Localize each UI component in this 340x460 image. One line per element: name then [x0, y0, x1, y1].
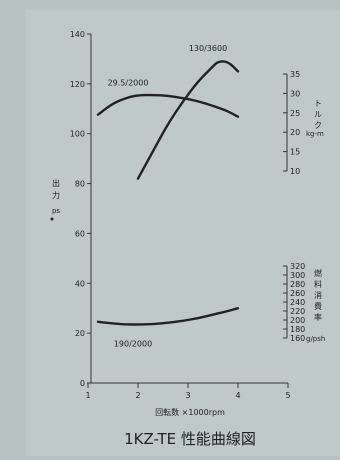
fuel-axis-label-char: 料: [314, 279, 322, 289]
power-tick-label: 120: [70, 80, 85, 89]
torque-curve: [96, 93, 240, 118]
fuel-axis-label-char: 燃: [314, 268, 322, 278]
torque-peak-annotation: 29.5/2000: [108, 78, 149, 87]
torque-unit-label: kg-m: [306, 130, 324, 138]
power-tick-label: 0: [80, 379, 85, 388]
torque-axis-label-char: ト: [314, 99, 322, 108]
torque-axis-label-char: ル: [314, 110, 322, 119]
power-tick-label: 20: [75, 329, 85, 338]
fuel-tick-label: 200: [290, 316, 305, 325]
power-tick-label: 60: [75, 229, 85, 238]
x-tick-label: 2: [135, 391, 140, 400]
power-unit-label: ps: [52, 207, 60, 215]
axes-layer: 1 2 3 4 5 0 20 40 60 80 100 120 140 10 15 20 25 30 35 16018…: [70, 30, 306, 400]
torque-tick-label: 30: [290, 89, 300, 98]
fuel-curve: [96, 307, 240, 326]
torque-tick-label: 35: [290, 70, 300, 79]
fuel-tick-label: 300: [290, 271, 305, 280]
torque-axis-label-char: ク: [314, 121, 322, 130]
power-tick-label: 40: [75, 279, 85, 288]
x-tick-label: 4: [235, 391, 240, 400]
fuel-unit-label: g/psh: [306, 335, 325, 343]
fuel-tick-label: 160: [290, 334, 305, 343]
power-axis-label-char: 出: [52, 178, 60, 188]
x-tick-label: 1: [85, 391, 90, 400]
chart-background: [26, 10, 340, 456]
fuel-peak-annotation: 190/2000: [114, 340, 152, 349]
fuel-tick-label: 240: [290, 298, 305, 307]
torque-tick-label: 10: [290, 167, 300, 176]
chart-title: 1KZ-TE 性能曲線図: [124, 430, 256, 448]
fuel-tick-label: 320: [290, 262, 305, 271]
power-tick-label: 100: [70, 130, 85, 139]
x-axis-label: 回転数 ×1000rpm: [155, 407, 225, 417]
series-layer: [96, 60, 240, 326]
torque-tick-label: 25: [290, 109, 300, 118]
power-axis-label-char: 力: [52, 190, 60, 200]
torque-tick-label: 15: [290, 148, 300, 157]
fuel-axis-label-char: 率: [314, 312, 322, 322]
fuel-tick-label: 280: [290, 280, 305, 289]
fuel-tick-label: 260: [290, 289, 305, 298]
x-tick-label: 3: [185, 391, 190, 400]
torque-tick-label: 20: [290, 128, 300, 137]
power-tick-label: 140: [70, 30, 85, 39]
power-curve: [136, 60, 240, 180]
power-peak-annotation: 130/3600: [189, 44, 227, 53]
fuel-tick-label: 220: [290, 307, 305, 316]
power-unit-dot: [50, 217, 54, 221]
x-tick-label: 5: [285, 391, 290, 400]
fuel-axis-label-char: 消: [314, 290, 322, 300]
fuel-tick-label: 180: [290, 325, 305, 334]
power-tick-label: 80: [75, 180, 85, 189]
fuel-axis-label-char: 費: [314, 301, 322, 311]
